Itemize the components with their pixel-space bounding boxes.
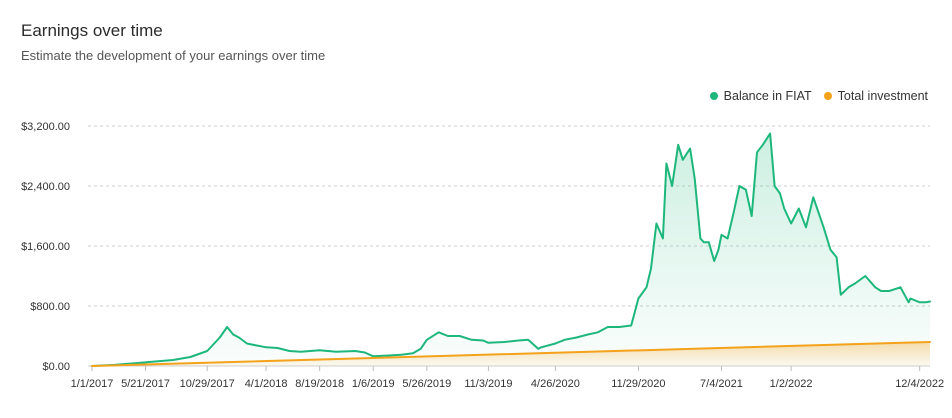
y-tick-label: $800.00 <box>30 301 70 313</box>
x-tick-label: 4/1/2018 <box>245 378 288 390</box>
chart-title: Earnings over time <box>21 21 163 40</box>
y-tick-label: $2,400.00 <box>21 181 70 193</box>
chart-legend: Balance in FIAT Total investment <box>709 89 928 103</box>
x-axis: 1/1/2017 5/21/2017 10/29/2017 4/1/2018 8/19/… <box>71 366 944 390</box>
x-tick-label: 5/26/2019 <box>402 378 451 390</box>
x-tick-label: 8/19/2018 <box>295 378 344 390</box>
series-layer <box>91 132 931 367</box>
x-tick-label: 10/29/2017 <box>180 378 235 390</box>
legend-dot-investment <box>823 92 832 100</box>
x-tick-label: 5/21/2017 <box>121 378 170 390</box>
series-line-balance[interactable] <box>91 132 931 367</box>
legend-label-balance: Balance in FIAT <box>723 89 812 103</box>
x-tick-label: 4/26/2020 <box>531 378 580 390</box>
chart-subtitle: Estimate the development of your earning… <box>21 48 326 63</box>
legend-item-balance[interactable]: Balance in FIAT <box>709 89 812 103</box>
x-tick-label: 1/6/2019 <box>352 378 395 390</box>
x-tick-label: 1/2/2022 <box>770 378 813 390</box>
y-tick-label: $0.00 <box>42 361 70 373</box>
x-tick-label: 11/3/2019 <box>464 378 512 390</box>
legend-item-investment[interactable]: Total investment <box>823 89 928 103</box>
x-tick-label: 1/1/2017 <box>71 378 114 390</box>
legend-label-investment: Total investment <box>837 89 928 103</box>
x-tick-label: 12/4/2022 <box>895 378 944 390</box>
y-tick-label: $1,600.00 <box>21 241 70 253</box>
y-tick-label: $3,200.00 <box>21 121 70 133</box>
x-tick-label: 11/29/2020 <box>611 378 665 390</box>
y-axis: $0.00 $800.00 $1,600.00 $2,400.00 $3,200.00 <box>21 121 70 373</box>
series-line-investment[interactable] <box>91 341 931 367</box>
x-tick-label: 7/4/2021 <box>700 378 743 390</box>
legend-dot-balance <box>709 92 718 100</box>
series-area-balance <box>92 133 930 366</box>
